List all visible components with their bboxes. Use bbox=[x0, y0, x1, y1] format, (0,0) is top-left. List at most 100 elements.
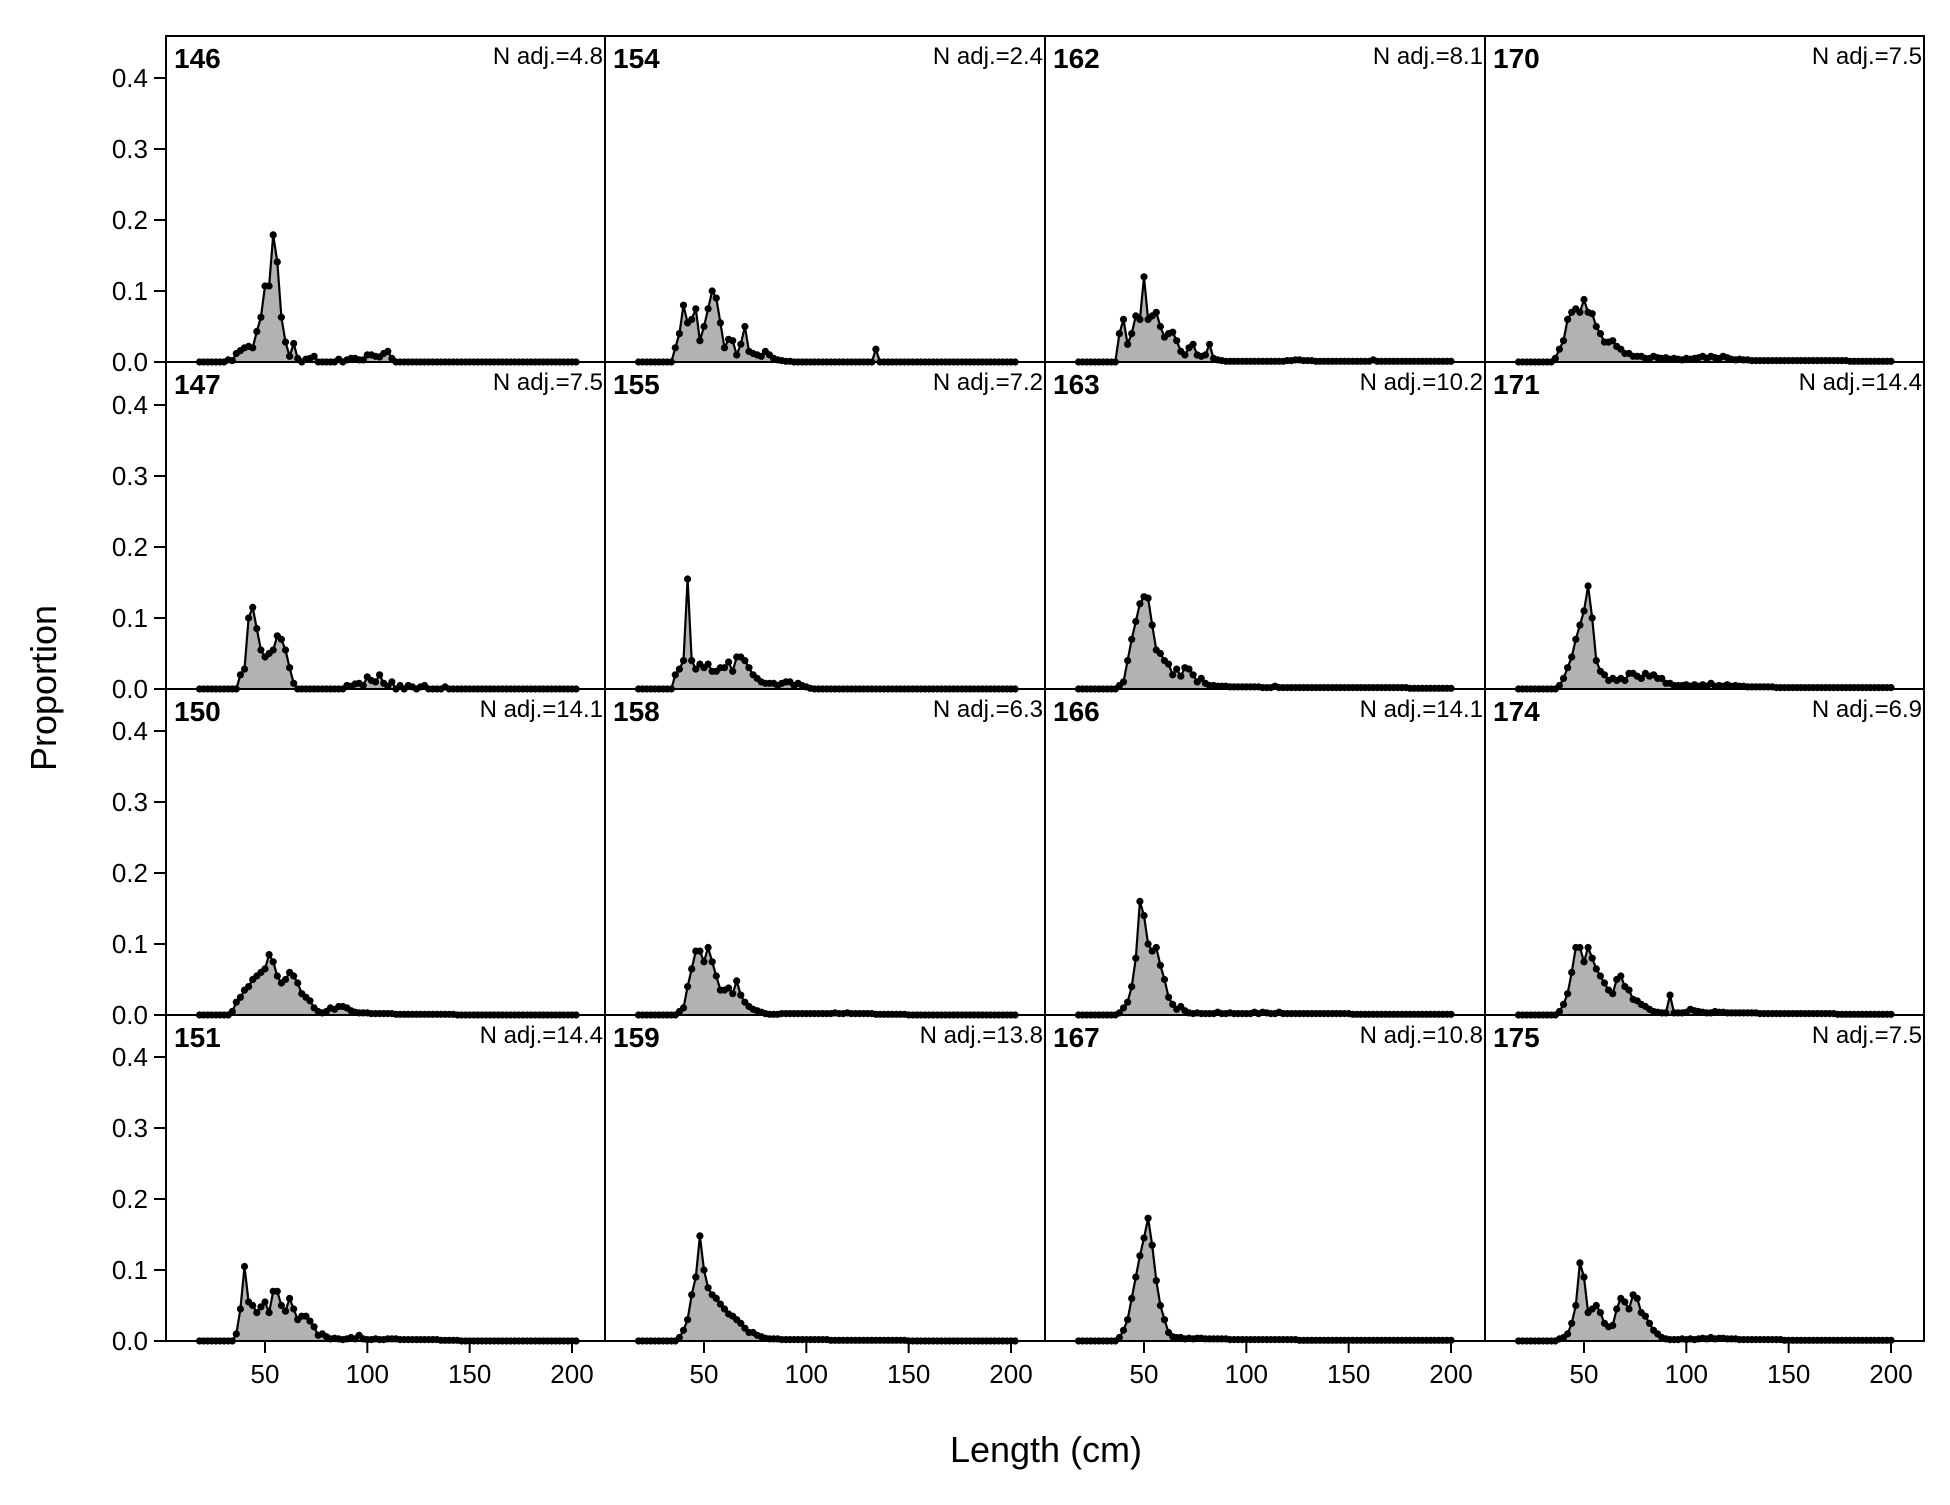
y-tick-label: 0.4 bbox=[112, 390, 148, 420]
data-point bbox=[1568, 653, 1576, 661]
data-point bbox=[281, 338, 290, 346]
y-tick-label: 0.2 bbox=[112, 532, 148, 562]
data-point bbox=[253, 1309, 261, 1317]
area-fill-150 bbox=[199, 954, 577, 1015]
data-point bbox=[1160, 975, 1169, 984]
y-tick-label: 0.2 bbox=[112, 1184, 148, 1214]
panel-label: 166 bbox=[1053, 696, 1100, 727]
data-point bbox=[688, 1291, 696, 1299]
y-tick-label: 0.1 bbox=[112, 276, 148, 306]
data-point bbox=[1115, 330, 1123, 338]
panel-label: 162 bbox=[1053, 43, 1100, 74]
data-point bbox=[692, 665, 700, 673]
data-point bbox=[1617, 972, 1625, 980]
data-point bbox=[1173, 337, 1181, 345]
data-point bbox=[1580, 958, 1588, 966]
area-fill-162 bbox=[1078, 276, 1451, 362]
data-point bbox=[281, 975, 290, 984]
data-point bbox=[757, 352, 765, 360]
area-fill-174 bbox=[1518, 947, 1891, 1015]
data-point bbox=[1645, 1319, 1654, 1327]
panel-166: 166 N adj.=14.1 bbox=[1044, 688, 1486, 1019]
data-point bbox=[1185, 665, 1193, 673]
area-fill-158 bbox=[638, 947, 1016, 1015]
panel-label: 154 bbox=[613, 43, 660, 74]
data-point bbox=[745, 664, 753, 672]
x-tick-label: 50 bbox=[1570, 1359, 1599, 1389]
x-tick-label: 100 bbox=[1225, 1359, 1268, 1389]
data-point bbox=[1136, 315, 1144, 323]
data-point bbox=[1152, 308, 1160, 316]
y-tick-label: 0.0 bbox=[112, 347, 148, 377]
data-point bbox=[286, 1294, 294, 1302]
n-adj-label: N adj.=6.3 bbox=[933, 696, 1043, 723]
data-point bbox=[696, 1232, 704, 1240]
panel-170: 170 N adj.=7.5 bbox=[1484, 35, 1925, 366]
y-tick-label: 0.4 bbox=[112, 63, 148, 93]
data-point bbox=[1140, 273, 1148, 281]
data-point bbox=[684, 1316, 692, 1324]
data-point bbox=[696, 337, 704, 345]
n-adj-label: N adj.=10.2 bbox=[1360, 369, 1483, 396]
n-adj-label: N adj.=7.5 bbox=[493, 369, 603, 396]
y-tick-label: 0.0 bbox=[112, 1000, 148, 1030]
data-point bbox=[1588, 310, 1596, 318]
data-point bbox=[257, 313, 265, 321]
data-point bbox=[679, 657, 688, 665]
data-point bbox=[1559, 1000, 1568, 1009]
data-point bbox=[306, 1317, 314, 1325]
data-point bbox=[1580, 1273, 1588, 1281]
data-point bbox=[1128, 330, 1136, 338]
panel-155: 155 N adj.=7.2 bbox=[604, 361, 1046, 693]
data-point bbox=[1658, 674, 1666, 683]
data-point bbox=[1576, 308, 1584, 316]
data-point bbox=[273, 1287, 281, 1295]
n-adj-label: N adj.=7.5 bbox=[1812, 43, 1922, 70]
area-fill-170 bbox=[1518, 299, 1891, 362]
data-point bbox=[1596, 330, 1604, 338]
panel-frame bbox=[165, 1014, 606, 1342]
y-tick-label: 0.1 bbox=[112, 603, 148, 633]
data-point bbox=[257, 1303, 265, 1311]
data-point bbox=[1189, 671, 1197, 679]
x-tick-label: 100 bbox=[785, 1359, 828, 1389]
data-point bbox=[1600, 671, 1609, 679]
data-point bbox=[1140, 912, 1148, 920]
data-point bbox=[1555, 345, 1563, 353]
panel-162: 162 N adj.=8.1 bbox=[1044, 35, 1486, 366]
panel-171: 171 N adj.=14.4 bbox=[1484, 361, 1925, 693]
panel-174: 174 N adj.=6.9 bbox=[1484, 688, 1925, 1019]
data-point bbox=[1609, 1321, 1617, 1329]
area-fill-163 bbox=[1078, 596, 1451, 689]
x-axis-label: Length (cm) bbox=[950, 1429, 1142, 1470]
y-tick-label: 0.0 bbox=[112, 674, 148, 704]
data-point bbox=[249, 344, 257, 352]
data-point bbox=[236, 671, 244, 679]
data-point bbox=[302, 1312, 310, 1320]
data-point bbox=[1559, 674, 1568, 683]
data-point bbox=[1588, 954, 1596, 962]
data-point bbox=[1144, 594, 1152, 602]
data-point bbox=[1165, 993, 1173, 1001]
data-point bbox=[700, 1266, 708, 1274]
panel-frame bbox=[1044, 35, 1486, 363]
data-point bbox=[240, 665, 249, 673]
panel-frame bbox=[1044, 361, 1486, 690]
data-point bbox=[290, 679, 298, 687]
data-point bbox=[1588, 614, 1596, 622]
data-point bbox=[716, 319, 725, 327]
data-point bbox=[1128, 635, 1136, 643]
panel-label: 150 bbox=[174, 696, 221, 727]
panel-label: 170 bbox=[1493, 43, 1540, 74]
data-point bbox=[1633, 1294, 1641, 1302]
data-point bbox=[1572, 1301, 1580, 1310]
data-point bbox=[1555, 681, 1563, 690]
panel-frame bbox=[604, 688, 1046, 1016]
y-tick-label: 0.1 bbox=[112, 929, 148, 959]
area-fill-166 bbox=[1078, 901, 1451, 1015]
data-point bbox=[306, 997, 314, 1005]
data-point bbox=[1148, 1241, 1156, 1249]
data-point bbox=[269, 646, 277, 654]
n-adj-label: N adj.=14.4 bbox=[1799, 369, 1922, 396]
panel-label: 174 bbox=[1493, 696, 1540, 727]
